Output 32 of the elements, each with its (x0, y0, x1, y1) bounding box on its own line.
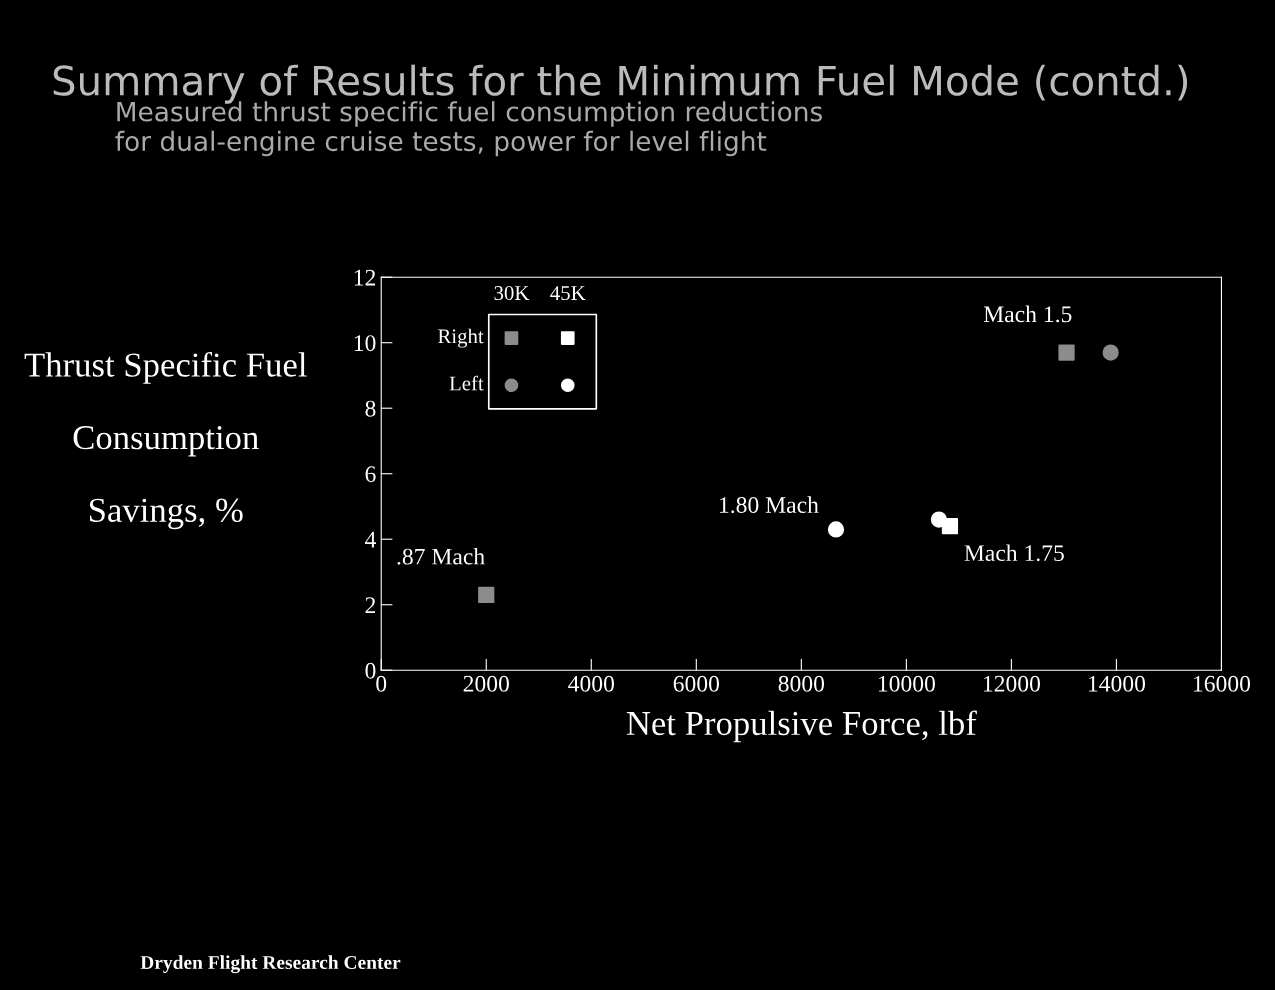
point (827, 521, 845, 538)
annotation: Mach 1.5 (983, 305, 1072, 323)
x-axis-title: Net Propulsive Force, lbf (626, 710, 977, 743)
x-tick-label: 2000 (463, 675, 509, 692)
y-tick-label: 12 (354, 269, 376, 286)
x-tick-label: 4000 (568, 675, 614, 692)
annotation: 1.80 Mach (720, 496, 819, 514)
y-tick-label: 10 (354, 335, 376, 352)
x-tick-label: 14000 (1088, 675, 1146, 692)
x-tick-label: 8000 (778, 675, 825, 692)
annotation: .87 Mach (397, 547, 485, 565)
x-tick-label: 12000 (983, 675, 1041, 692)
y-tick-label: 8 (365, 400, 376, 417)
point (1058, 344, 1075, 361)
y-tick-label: 2 (365, 597, 376, 613)
annotation: Right (438, 328, 484, 348)
x-tick-label: 6000 (673, 675, 720, 692)
x-tick-label: 10000 (878, 675, 935, 692)
point (478, 586, 495, 604)
text: Dryden Flight Research Center (140, 955, 401, 974)
annotation: 30K (494, 286, 530, 301)
point (1102, 344, 1119, 361)
text: Thrust Specific Fuel Consumption Savings, % (24, 351, 307, 530)
x-tick-label: 0 (376, 675, 387, 692)
point (930, 511, 948, 528)
annotation: Mach 1.75 (964, 544, 1064, 562)
y-tick-label: 4 (365, 531, 376, 548)
y-tick-label: 6 (365, 466, 376, 483)
annotation: 45K (550, 286, 586, 301)
x-tick-label: 16000 (1194, 675, 1251, 692)
annotation: Left (449, 375, 484, 391)
y-tick-label: 0 (365, 662, 376, 679)
